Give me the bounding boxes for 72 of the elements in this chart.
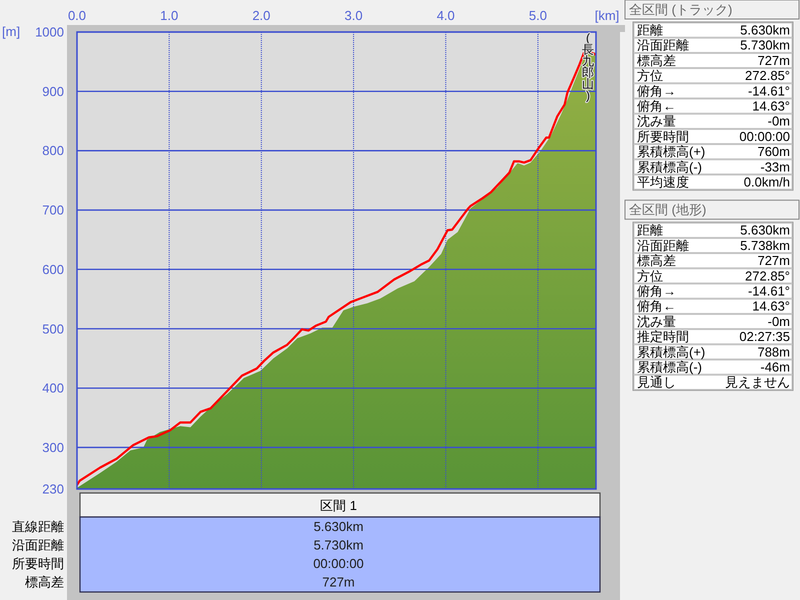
text: 5.630km: [740, 222, 790, 238]
y-tick-label: 300: [42, 440, 64, 455]
text: 5.738km: [740, 238, 790, 253]
text: 俯角→: [637, 83, 676, 98]
text: 5.630km: [740, 22, 790, 38]
y-tick-label: 400: [42, 380, 64, 396]
x-tick-label: 2.0: [252, 8, 270, 23]
x-tick-label: 3.0: [344, 8, 363, 23]
x-tick-label: 1.0: [160, 8, 178, 23]
text: 俯角→: [637, 284, 676, 298]
text: 区間 1: [320, 498, 357, 513]
y-tick-label: 1000: [35, 24, 64, 40]
text: 14.63°: [752, 298, 790, 314]
text: 見通し: [637, 374, 676, 390]
y-tick-label: 900: [42, 84, 64, 99]
text: 沿面距離: [637, 38, 689, 53]
text: 距離: [637, 22, 663, 38]
text: 0.0km/h: [744, 174, 790, 190]
text: 方位: [637, 268, 663, 284]
text: 沈み量: [637, 114, 676, 129]
text: 累積標高(+): [637, 144, 706, 160]
text: 272.85°: [745, 268, 790, 284]
text: 沿面距離: [637, 238, 689, 253]
text: 平均速度: [637, 174, 689, 190]
text: 全区間 (トラック): [629, 2, 732, 17]
text: 788m: [757, 344, 790, 360]
text: 推定時間: [637, 329, 689, 344]
text: 累積標高(+): [637, 344, 706, 360]
text: -46m: [760, 360, 790, 374]
text: 累積標高(-): [637, 360, 702, 374]
text: -14.61°: [748, 284, 790, 298]
y-tick-label: 230: [42, 482, 64, 496]
text: 標高差: [25, 574, 64, 590]
text: 全区間 (地形): [629, 202, 706, 218]
y-tick-label: 600: [42, 262, 64, 277]
y-tick-label: 500: [42, 321, 64, 336]
text: 727m: [322, 574, 355, 590]
text: 所要時間: [12, 556, 64, 571]
x-tick-label: 0.0: [68, 8, 86, 23]
text: 760m: [757, 144, 790, 160]
text: 方位: [637, 68, 663, 84]
text: 727m: [757, 52, 790, 68]
text: 所要時間: [637, 128, 689, 144]
text: 00:00:00: [313, 556, 364, 571]
text: -14.61°: [748, 83, 790, 98]
text: 727m: [757, 253, 790, 268]
x-axis-title: [km]: [594, 8, 620, 23]
text: 272.85°: [745, 68, 790, 84]
text: 標高差: [637, 253, 676, 268]
text: 5.730km: [740, 38, 790, 53]
text: 5.630km: [314, 519, 364, 534]
text: 直線距離: [12, 519, 64, 534]
text: 俯角←: [637, 98, 676, 114]
x-tick-label: 4.0: [436, 8, 455, 23]
text: 標高差: [637, 52, 676, 68]
text: -0m: [768, 314, 790, 329]
text: -33m: [760, 159, 790, 174]
y-axis-title: [m]: [2, 24, 20, 39]
text: 14.63°: [752, 98, 790, 114]
text: 俯角←: [637, 298, 676, 314]
text: 5.730km: [314, 538, 364, 552]
text: 沈み量: [637, 314, 676, 329]
text: 累積標高(-): [637, 159, 702, 174]
y-tick-label: 700: [42, 202, 64, 218]
text: 見えません: [725, 374, 790, 390]
x-tick-label: 5.0: [528, 8, 547, 23]
text: 00:00:00: [739, 128, 790, 144]
text: 沿面距離: [12, 538, 64, 552]
text: 02:27:35: [739, 329, 790, 344]
text: 距離: [637, 222, 663, 238]
y-tick-label: 800: [42, 143, 64, 158]
text: -0m: [768, 114, 790, 129]
